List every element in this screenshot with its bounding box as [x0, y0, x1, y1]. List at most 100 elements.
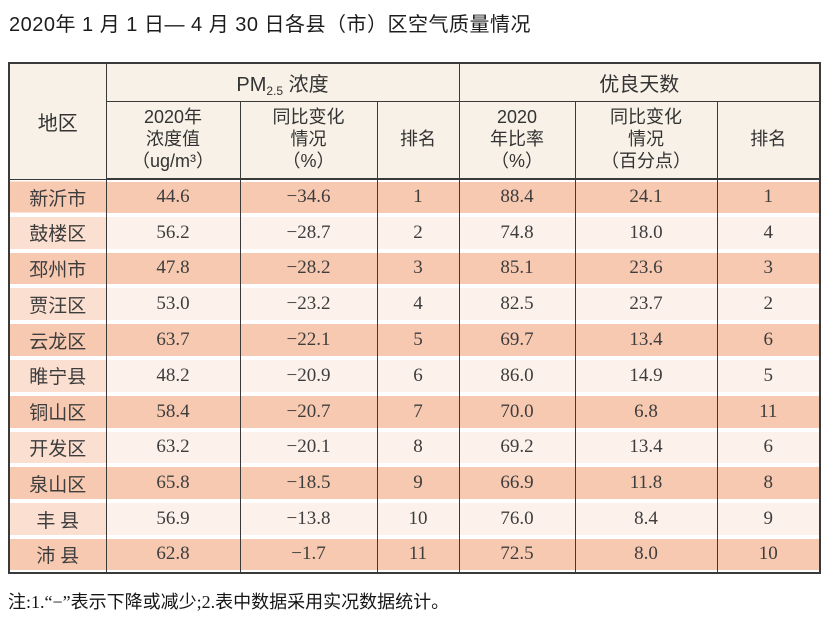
cell-pm-rank: 2: [376, 214, 460, 251]
table-row: 云龙区 63.7 −22.1 5 69.7 13.4 6: [8, 322, 821, 358]
cell-ratio-change: 14.9: [574, 357, 718, 394]
cell-ratio-rank: 3: [716, 250, 821, 287]
cell-ratio-change: 8.4: [574, 501, 718, 537]
cell-region: 丰 县: [8, 501, 107, 537]
cell-region: 贾汪区: [8, 286, 107, 323]
header-group-row: 地区 PM2.5 浓度 优良天数: [8, 63, 821, 180]
cell-pm-rank: 1: [376, 179, 460, 215]
cell-pm-value: 56.9: [105, 501, 241, 537]
cell-region: 邳州市: [8, 250, 107, 287]
cell-pm-change: −34.6: [239, 179, 378, 215]
cell-pm-value: 58.4: [105, 393, 241, 430]
table-row: 开发区 63.2 −20.1 8 69.2 13.4 6: [8, 429, 821, 466]
cell-ratio-rank: 4: [716, 214, 821, 251]
header-line: 情况: [290, 128, 327, 149]
cell-ratio: 74.8: [458, 214, 576, 251]
cell-ratio-rank: 6: [716, 429, 821, 466]
cell-pm-change: −28.2: [239, 250, 378, 287]
cell-pm-change: −13.8: [239, 501, 378, 537]
header-ratio-change: 同比变化 情况 （百分点）: [574, 101, 718, 180]
cell-ratio-rank: 11: [716, 393, 821, 430]
header-pm-rank: 排名: [376, 101, 460, 180]
cell-region: 鼓楼区: [8, 214, 107, 251]
cell-region: 泉山区: [8, 465, 107, 502]
cell-ratio-change: 23.6: [574, 250, 718, 287]
cell-pm-change: −18.5: [239, 465, 378, 502]
header-line: （ug/m³）: [131, 150, 214, 171]
cell-pm-value: 47.8: [105, 250, 241, 287]
cell-region: 铜山区: [8, 393, 107, 430]
cell-pm-value: 53.0: [105, 286, 241, 323]
table-row: 铜山区 58.4 −20.7 7 70.0 6.8 11: [8, 393, 821, 430]
pm25-subscript: 2.5: [266, 83, 284, 98]
header-ratio-rank: 排名: [716, 101, 821, 180]
cell-pm-value: 65.8: [105, 465, 241, 502]
cell-ratio: 72.5: [458, 536, 576, 573]
cell-ratio: 82.5: [458, 286, 576, 323]
header-line: 同比变化: [272, 106, 345, 127]
cell-pm-value: 56.2: [105, 214, 241, 251]
cell-ratio: 76.0: [458, 501, 576, 537]
cell-pm-change: −22.1: [239, 322, 378, 358]
cell-pm-rank: 9: [376, 465, 460, 502]
pm25-prefix: PM: [236, 73, 267, 96]
header-line: （百分点）: [601, 150, 692, 171]
cell-ratio: 70.0: [458, 393, 576, 430]
cell-pm-value: 48.2: [105, 357, 241, 394]
cell-ratio: 69.2: [458, 429, 576, 466]
cell-pm-value: 44.6: [105, 179, 241, 215]
page-title: 2020年 1 月 1 日— 4 月 30 日各县（市）区空气质量情况: [9, 14, 532, 36]
cell-pm-rank: 3: [376, 250, 460, 287]
cell-pm-rank: 5: [376, 322, 460, 358]
table-row: 泉山区 65.8 −18.5 9 66.9 11.8 8: [8, 465, 821, 502]
header-line: （%）: [491, 150, 544, 171]
header-line: 2020: [496, 106, 538, 127]
cell-ratio-change: 23.7: [574, 286, 718, 323]
cell-ratio-rank: 1: [716, 179, 821, 215]
cell-pm-rank: 6: [376, 357, 460, 394]
cell-pm-change: −1.7: [239, 536, 378, 573]
header-region: 地区: [8, 63, 107, 180]
table-row: 睢宁县 48.2 −20.9 6 86.0 14.9 5: [8, 357, 821, 394]
cell-ratio-change: 13.4: [574, 322, 718, 358]
header-line: 浓度值: [146, 128, 200, 149]
cell-pm-rank: 8: [376, 429, 460, 466]
cell-ratio-change: 13.4: [574, 429, 718, 466]
air-quality-table: 地区 PM2.5 浓度 优良天数 2020年 浓度值 （ug/m³） 同比变化 …: [8, 62, 822, 574]
cell-pm-value: 63.2: [105, 429, 241, 466]
cell-ratio: 66.9: [458, 465, 576, 502]
cell-pm-rank: 11: [376, 536, 460, 573]
header-ratio: 2020 年比率 （%）: [458, 101, 576, 180]
header-line: 2020年: [143, 106, 203, 127]
header-pm-value: 2020年 浓度值 （ug/m³）: [105, 101, 241, 180]
cell-ratio: 69.7: [458, 322, 576, 358]
cell-ratio-change: 6.8: [574, 393, 718, 430]
table-row: 丰 县 56.9 −13.8 10 76.0 8.4 9: [8, 501, 821, 537]
header-group-pm25: PM2.5 浓度: [105, 63, 460, 102]
footnote: 注:1.“−”表示下降或减少;2.表中数据采用实况数据统计。: [8, 592, 450, 612]
cell-region: 云龙区: [8, 322, 107, 358]
cell-region: 新沂市: [8, 179, 107, 215]
table-row: 贾汪区 53.0 −23.2 4 82.5 23.7 2: [8, 286, 821, 323]
cell-pm-change: −28.7: [239, 214, 378, 251]
pm25-suffix: 浓度: [283, 73, 329, 96]
cell-pm-value: 62.8: [105, 536, 241, 573]
header-pm-change: 同比变化 情况 （%）: [239, 101, 378, 180]
cell-pm-change: −20.7: [239, 393, 378, 430]
cell-ratio-rank: 8: [716, 465, 821, 502]
table-body: 新沂市 44.6 −34.6 1 88.4 24.1 1 鼓楼区 56.2 −2…: [8, 179, 821, 573]
header-line: （%）: [282, 150, 335, 171]
cell-ratio: 88.4: [458, 179, 576, 215]
cell-pm-rank: 7: [376, 393, 460, 430]
cell-ratio-rank: 6: [716, 322, 821, 358]
header-sub-row: 2020年 浓度值 （ug/m³） 同比变化 情况 （%） 排名 2020 年比…: [9, 101, 821, 180]
cell-region: 沛 县: [8, 536, 107, 573]
header-line: 情况: [628, 128, 665, 149]
cell-pm-rank: 4: [376, 286, 460, 323]
cell-ratio: 85.1: [458, 250, 576, 287]
cell-ratio-change: 24.1: [574, 179, 718, 215]
cell-pm-value: 63.7: [105, 322, 241, 358]
cell-ratio-change: 11.8: [574, 465, 718, 502]
header-group-good-days: 优良天数: [458, 63, 821, 102]
table-row: 邳州市 47.8 −28.2 3 85.1 23.6 3: [8, 250, 821, 287]
